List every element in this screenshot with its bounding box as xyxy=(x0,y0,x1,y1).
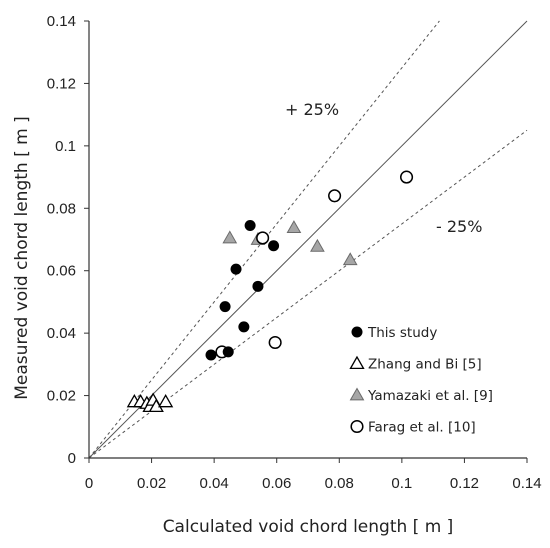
data-points xyxy=(126,170,414,413)
minus-25-label: - 25% xyxy=(436,217,482,236)
y-tick-label: 0.1 xyxy=(55,138,76,155)
data-point-yamazaki-et-al-9 xyxy=(286,220,302,234)
plot-axes xyxy=(88,21,527,459)
x-tick-label: 0.02 xyxy=(137,475,166,492)
y-tick-label: 0.14 xyxy=(47,13,76,30)
data-point-farag-et-al-10 xyxy=(256,231,270,245)
plus-25-label: + 25% xyxy=(285,100,339,119)
data-point-this-study xyxy=(222,346,234,358)
data-point-zhang-and-bi-5 xyxy=(158,394,174,408)
data-point-farag-et-al-10 xyxy=(268,335,282,350)
data-point-yamazaki-et-al-9 xyxy=(342,252,358,266)
x-axis-label: Calculated void chord length [ m ] xyxy=(163,517,454,537)
x-tick-label: 0.1 xyxy=(391,475,412,492)
data-point-this-study xyxy=(230,263,242,275)
legend-marker xyxy=(351,326,363,338)
y-tick-label: 0 xyxy=(68,450,76,467)
x-tick-label: 0.14 xyxy=(512,475,541,492)
legend: This study Zhang and Bi [5] Yamazaki et al… xyxy=(349,325,493,436)
y-tick-label: 0.04 xyxy=(47,325,76,342)
y-tick-label: 0.12 xyxy=(47,75,76,92)
data-point-this-study xyxy=(244,219,256,231)
tick-marks: 0 0.02 0.04 0.06 0.08 0.1 0.12 0.14 0 0.02 0.04 0.0… xyxy=(47,13,542,492)
y-tick-label: 0.06 xyxy=(47,263,76,280)
data-point-yamazaki-et-al-9 xyxy=(310,238,325,252)
data-point-farag-et-al-10 xyxy=(328,189,342,203)
legend-marker xyxy=(349,355,365,370)
y-tick-label: 0.02 xyxy=(47,388,76,405)
y-axis-label: Measured void chord length [ m ] xyxy=(12,116,32,399)
data-point-this-study xyxy=(238,321,250,333)
legend-label: This study xyxy=(367,325,437,341)
data-point-farag-et-al-10 xyxy=(400,170,414,184)
x-tick-label: 0 xyxy=(85,475,93,492)
legend-label: Farag et al. [10] xyxy=(368,420,476,436)
legend-marker xyxy=(349,387,365,401)
legend-label: Zhang and Bi [5] xyxy=(368,357,482,373)
legend-marker xyxy=(350,419,364,434)
data-point-this-study xyxy=(219,301,231,313)
data-point-this-study xyxy=(252,280,264,292)
legend-label: Yamazaki et al. [9] xyxy=(367,388,493,404)
annotations: + 25% - 25% xyxy=(285,100,482,236)
data-point-this-study xyxy=(268,240,280,252)
data-point-this-study xyxy=(205,349,217,361)
x-tick-label: 0.12 xyxy=(450,475,479,492)
x-tick-label: 0.06 xyxy=(262,475,291,492)
parity-line xyxy=(88,20,528,459)
x-tick-label: 0.04 xyxy=(200,475,229,492)
data-point-yamazaki-et-al-9 xyxy=(222,230,238,244)
y-tick-label: 0.08 xyxy=(47,200,76,217)
x-tick-label: 0.08 xyxy=(325,475,354,492)
